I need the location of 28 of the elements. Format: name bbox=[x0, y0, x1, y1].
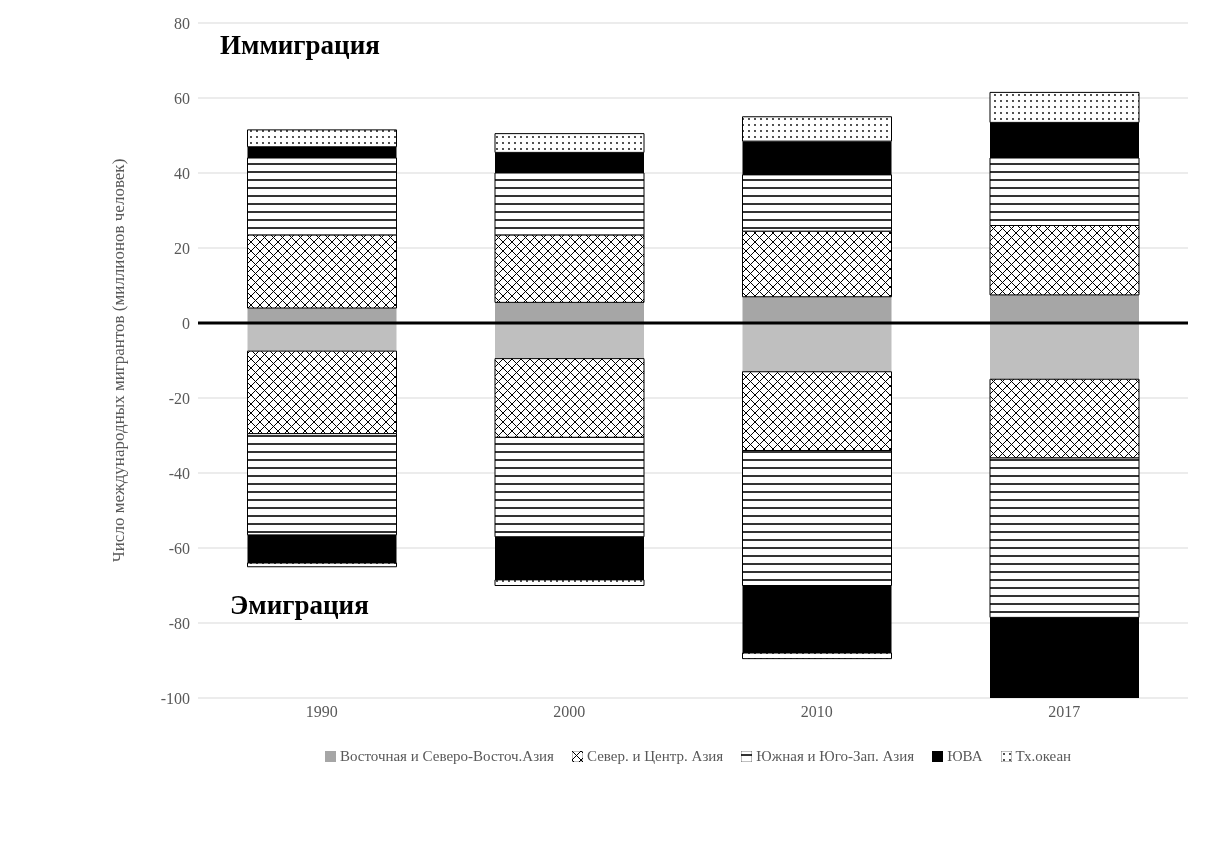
y-tick-label: -20 bbox=[168, 389, 190, 407]
bar bbox=[495, 302, 644, 323]
legend-label: Восточная и Северо-Восточ.Азия bbox=[339, 748, 555, 765]
y-tick-label: -40 bbox=[168, 464, 190, 482]
y-tick-label: -60 bbox=[168, 539, 190, 557]
y-tick-label: 60 bbox=[174, 89, 190, 107]
y-tick-label: -80 bbox=[168, 614, 190, 632]
annotation: Иммиграция bbox=[220, 30, 380, 61]
bar bbox=[990, 294, 1139, 323]
bar bbox=[742, 296, 892, 323]
x-tick-label: 2017 bbox=[1048, 703, 1081, 721]
y-tick-label: 0 bbox=[182, 314, 190, 332]
y-tick-label: 80 bbox=[174, 14, 190, 32]
bar bbox=[495, 323, 644, 359]
x-tick-label: 2000 bbox=[553, 703, 586, 721]
annotation: Эмиграция bbox=[230, 590, 369, 621]
y-axis-title: Число международных мигрантов (миллионов человек) bbox=[109, 158, 129, 563]
bar bbox=[990, 323, 1139, 380]
x-tick-label: 1990 bbox=[305, 703, 338, 721]
x-tick-label: 2010 bbox=[800, 703, 833, 721]
legend-label: ЮВА bbox=[947, 748, 983, 765]
legend-label: Тх.океан bbox=[1015, 748, 1072, 765]
y-tick-label: 20 bbox=[174, 239, 190, 257]
y-tick-label: 40 bbox=[174, 164, 190, 182]
legend-label: Южная и Юго-Зап. Азия bbox=[756, 748, 915, 765]
y-tick-label: -100 bbox=[160, 689, 190, 707]
bar bbox=[742, 323, 892, 372]
legend-label: Север. и Центр. Азия bbox=[587, 748, 724, 765]
